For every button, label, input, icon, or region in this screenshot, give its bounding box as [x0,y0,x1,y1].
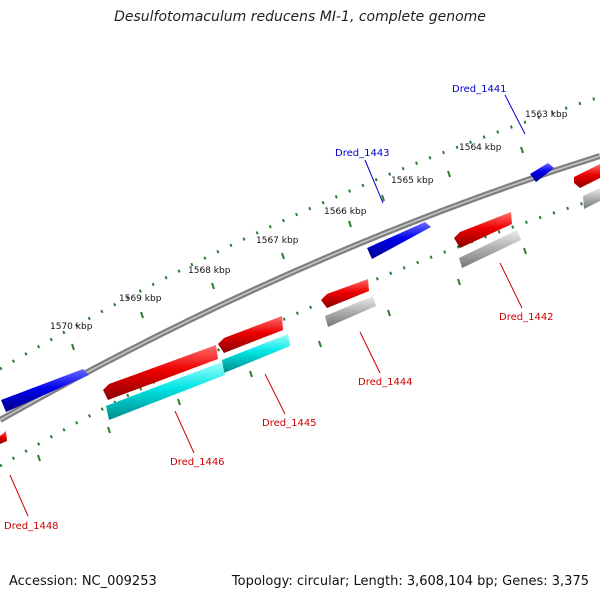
label-connectors [9,94,526,517]
gene-labels: Dred_1441 Dred_1443 Dred_1442 Dred_1444 … [4,84,554,532]
major-tick [523,247,527,255]
major-tick [520,146,524,154]
gene-dred-1442[interactable] [454,212,512,248]
scale-label: 1565 kbp [391,176,434,186]
major-tick [37,454,41,462]
major-tick [318,340,322,348]
major-tick [447,170,451,178]
gene-label-dred-1441[interactable]: Dred_1441 [452,84,507,95]
gene-label-dred-1442[interactable]: Dred_1442 [499,312,554,323]
feature-dred-1446 [106,362,225,420]
gene-dred-1446[interactable] [103,345,218,400]
major-tick [457,278,461,286]
major-tick [211,282,215,290]
major-tick [249,370,253,378]
connector-dred-1441 [504,94,526,135]
major-tick [281,252,285,260]
forward-genes [1,163,554,412]
gene-label-dred-1443[interactable]: Dred_1443 [335,148,390,159]
major-tick [348,220,352,228]
gene-dred-1443[interactable] [367,222,431,259]
gene-dred-1444[interactable] [321,279,369,308]
connector-dred-1442 [499,262,523,309]
major-tick [71,343,75,351]
reverse-genes [0,164,600,444]
scale-label: 1564 kbp [459,143,502,153]
feature-dred-1444 [325,296,376,327]
major-tick [381,194,385,202]
map-title: Desulfotomaculum reducens MI-1, complete… [114,9,486,25]
genome-backbone-highlight [0,155,600,421]
scale-label: 1563 kbp [525,110,568,120]
major-tick [387,309,391,317]
gene-partial-right[interactable] [574,164,600,188]
connector-dred-1443 [364,159,384,204]
accession-text: Accession: NC_009253 [9,574,157,589]
connector-dred-1444 [359,331,381,374]
inner-tick-ring [0,196,600,468]
scale-labels: 1563 kbp 1564 kbp 1565 kbp 1566 kbp 1567… [50,110,568,332]
feature-track [106,188,600,420]
connector-dred-1446 [174,410,195,454]
gene-label-dred-1448[interactable]: Dred_1448 [4,521,59,532]
gene-label-dred-1444[interactable]: Dred_1444 [358,377,413,388]
connector-dred-1445 [264,373,286,415]
gene-dred-1445[interactable] [218,316,283,353]
feature-partial-right [583,188,600,209]
scale-label: 1567 kbp [256,236,299,246]
topology-text: Topology: circular; Length: 3,608,104 bp… [231,574,589,589]
genome-backbone [0,153,600,423]
feature-dred-1445 [222,334,290,373]
feature-dred-1442 [459,230,521,268]
gene-dred-1448[interactable] [0,431,7,444]
gene-label-dred-1446[interactable]: Dred_1446 [170,457,225,468]
connector-dred-1448 [9,474,29,517]
gene-dred-1441[interactable] [530,163,554,182]
major-tick [107,426,111,434]
scale-label: 1570 kbp [50,322,93,332]
gene-dred-1447[interactable] [1,369,89,412]
major-tick [140,311,144,319]
scale-label: 1569 kbp [119,294,162,304]
major-tick [177,398,181,406]
outer-tick-ring [0,95,600,371]
gene-label-dred-1445[interactable]: Dred_1445 [262,418,317,429]
scale-label: 1568 kbp [188,266,231,276]
scale-label: 1566 kbp [324,207,367,217]
